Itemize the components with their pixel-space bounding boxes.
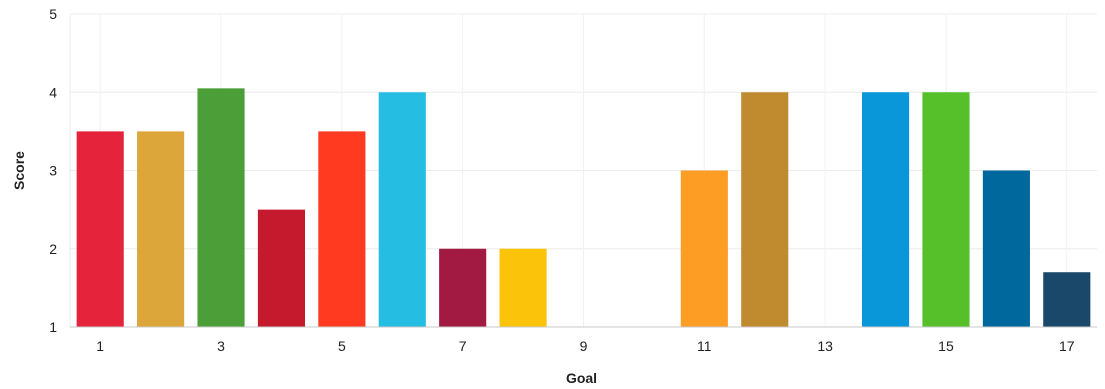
- x-axis-ticks: 1 3 5 7 9 11 13 15 17: [96, 338, 1074, 354]
- x-tick-label: 1: [96, 338, 104, 354]
- y-tick-label: 2: [49, 241, 57, 257]
- x-axis-title: Goal: [566, 370, 597, 386]
- x-tick-label: 15: [938, 338, 954, 354]
- bar-goal-3: [197, 88, 245, 328]
- bar-goal-5: [318, 131, 366, 327]
- x-tick-label: 5: [338, 338, 346, 354]
- y-tick-label: 5: [49, 6, 57, 22]
- y-axis-ticks: 1 2 3 4 5: [49, 6, 57, 335]
- bar-goal-8: [499, 248, 547, 327]
- x-tick-label: 17: [1059, 338, 1075, 354]
- y-tick-label: 3: [49, 163, 57, 179]
- x-tick-label: 13: [817, 338, 833, 354]
- bar-goal-12: [741, 92, 789, 327]
- y-tick-label: 1: [49, 319, 57, 335]
- bar-goal-6: [378, 92, 426, 327]
- bar-goal-15: [922, 92, 970, 327]
- y-tick-label: 4: [49, 84, 57, 100]
- bar-goal-14: [861, 92, 910, 327]
- x-tick-label: 3: [217, 338, 225, 354]
- bar-goal-11: [680, 170, 728, 327]
- bar-goal-17: [1043, 272, 1091, 327]
- x-tick-label: 9: [580, 338, 588, 354]
- bar-goal-4: [257, 209, 306, 327]
- bar-goal-16: [982, 170, 1030, 327]
- x-tick-label: 11: [697, 338, 712, 354]
- bar-goal-7: [439, 248, 487, 327]
- bar-goal-1: [76, 131, 124, 327]
- bars: [76, 88, 1091, 328]
- bar-goal-2: [137, 131, 185, 327]
- x-tick-label: 7: [459, 338, 467, 354]
- y-axis-title: Score: [11, 151, 27, 190]
